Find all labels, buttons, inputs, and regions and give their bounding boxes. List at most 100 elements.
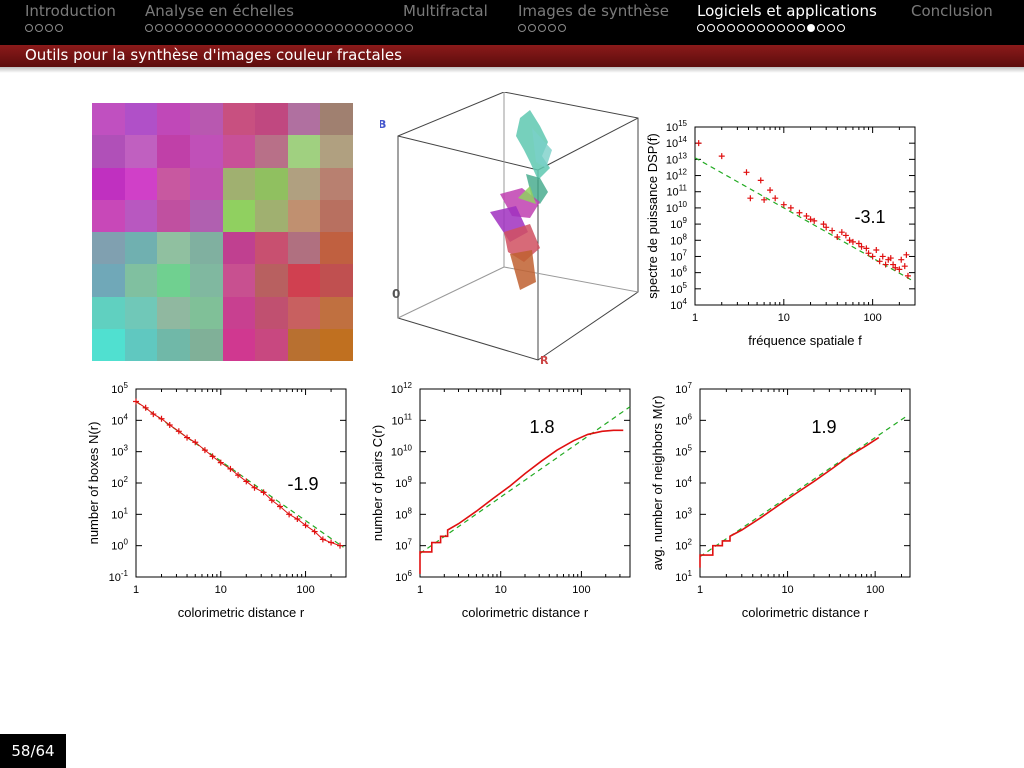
y-tick-label: 10-1 <box>109 569 129 584</box>
nav-slide-dot[interactable] <box>365 24 373 32</box>
nav-slide-dot[interactable] <box>717 24 725 32</box>
data-point <box>718 153 725 160</box>
nav-slide-dot[interactable] <box>538 24 546 32</box>
data-point <box>811 217 818 224</box>
nav-slide-dot[interactable] <box>55 24 63 32</box>
y-tick-label: 100 <box>111 538 128 553</box>
nav-slide-dot[interactable] <box>777 24 785 32</box>
fractal-image-block <box>255 328 288 361</box>
y-tick-label: 105 <box>670 281 687 296</box>
nav-slide-dot[interactable] <box>747 24 755 32</box>
nav-slide-dot[interactable] <box>45 24 53 32</box>
nav-slide-dot[interactable] <box>787 24 795 32</box>
nav-slide-dot[interactable] <box>305 24 313 32</box>
y-tick-label: 1011 <box>666 184 687 199</box>
y-tick-label: 106 <box>395 569 412 584</box>
x-tick-label: 100 <box>866 584 884 596</box>
x-tick-label: 100 <box>863 312 881 324</box>
nav-section-5[interactable]: Conclusion <box>911 2 993 20</box>
y-tick-label: 109 <box>670 216 687 231</box>
fractal-image-block <box>124 264 158 297</box>
nav-slide-dot[interactable] <box>285 24 293 32</box>
nav-slide-dot[interactable] <box>395 24 403 32</box>
nav-section-1[interactable]: Analyse en échelles <box>145 2 294 20</box>
nav-slide-dot[interactable] <box>145 24 153 32</box>
fractal-image-block <box>189 135 223 168</box>
nav-slide-dot[interactable] <box>697 24 705 32</box>
nav-slide-dot[interactable] <box>155 24 163 32</box>
nav-slide-dot[interactable] <box>355 24 363 32</box>
nav-section-2[interactable]: Multifractal <box>403 2 488 20</box>
nav-slide-dot[interactable] <box>827 24 835 32</box>
nav-slide-dot[interactable] <box>767 24 775 32</box>
fractal-image-block <box>222 328 256 361</box>
plot-neighbors-svg: 1 10 100 101 102 103 104 105 106 107 colorimetric … <box>650 381 911 620</box>
nav-slide-dot[interactable] <box>195 24 203 32</box>
nav-slide-dot[interactable] <box>707 24 715 32</box>
nav-slide-dot[interactable] <box>175 24 183 32</box>
nav-slide-dot[interactable] <box>797 24 805 32</box>
nav-dots-4 <box>697 22 845 34</box>
y-tick-label: 1012 <box>666 168 688 183</box>
data-point <box>873 246 880 253</box>
data-point <box>807 216 814 223</box>
y-axis-label: spectre de puissance DSP(f) <box>645 133 660 298</box>
nav-slide-dot[interactable] <box>235 24 243 32</box>
fractal-image-block <box>157 264 190 297</box>
nav-slide-dot[interactable] <box>727 24 735 32</box>
x-tick-label: 1 <box>697 584 703 596</box>
nav-slide-dot[interactable] <box>215 24 223 32</box>
nav-slide-dot[interactable] <box>757 24 765 32</box>
nav-slide-dot[interactable] <box>165 24 173 32</box>
fractal-image-block <box>157 232 190 265</box>
nav-slide-dot[interactable] <box>375 24 383 32</box>
nav-slide-dot[interactable] <box>548 24 556 32</box>
nav-slide-dot[interactable] <box>315 24 323 32</box>
x-tick-label: 10 <box>778 312 790 324</box>
data-point <box>879 253 886 260</box>
slope-annotation: 1.8 <box>529 417 554 437</box>
nav-slide-dot[interactable] <box>558 24 566 32</box>
nav-slide-dot[interactable] <box>737 24 745 32</box>
nav-slide-dot[interactable] <box>275 24 283 32</box>
nav-slide-dot[interactable] <box>325 24 333 32</box>
y-tick-label: 101 <box>675 569 692 584</box>
nav-slide-dot[interactable] <box>518 24 526 32</box>
slope-annotation: -3.1 <box>854 207 885 227</box>
nav-section-4[interactable]: Logiciels et applications <box>697 2 877 20</box>
nav-slide-dot[interactable] <box>35 24 43 32</box>
nav-slide-dot[interactable] <box>807 24 815 32</box>
nav-slide-dot[interactable] <box>245 24 253 32</box>
fractal-image-block <box>92 296 125 329</box>
nav-slide-dot[interactable] <box>817 24 825 32</box>
plot-power-spectrum: 1 10 100 104 105 106 107 108 109 1010 1011 1012 1013… <box>640 105 930 370</box>
data-point <box>787 204 794 211</box>
nav-slide-dot[interactable] <box>345 24 353 32</box>
data-point <box>903 251 910 258</box>
nav-slide-dot[interactable] <box>205 24 213 32</box>
nav-slide-dot[interactable] <box>528 24 536 32</box>
x-tick-label: 1 <box>692 312 698 324</box>
nav-slide-dot[interactable] <box>405 24 413 32</box>
nav-section-0[interactable]: Introduction <box>25 2 116 20</box>
nav-slide-dot[interactable] <box>335 24 343 32</box>
y-tick-label: 104 <box>675 475 692 490</box>
nav-slide-dot[interactable] <box>255 24 263 32</box>
fractal-image-block <box>320 328 353 361</box>
rgb-cube-svg: B 0 R <box>378 91 639 367</box>
y-tick-label: 109 <box>395 475 412 490</box>
nav-slide-dot[interactable] <box>25 24 33 32</box>
data-point <box>896 266 903 273</box>
nav-slide-dot[interactable] <box>295 24 303 32</box>
nav-slide-dot[interactable] <box>385 24 393 32</box>
nav-slide-dot[interactable] <box>837 24 845 32</box>
y-tick-label: 106 <box>675 412 692 427</box>
nav-slide-dot[interactable] <box>225 24 233 32</box>
fractal-image-block <box>287 199 321 232</box>
fractal-image-block <box>189 296 223 329</box>
nav-slide-dot[interactable] <box>185 24 193 32</box>
fractal-image-block <box>287 232 321 265</box>
nav-section-3[interactable]: Images de synthèse <box>518 2 669 20</box>
title-shadow <box>0 67 1024 73</box>
nav-slide-dot[interactable] <box>265 24 273 32</box>
